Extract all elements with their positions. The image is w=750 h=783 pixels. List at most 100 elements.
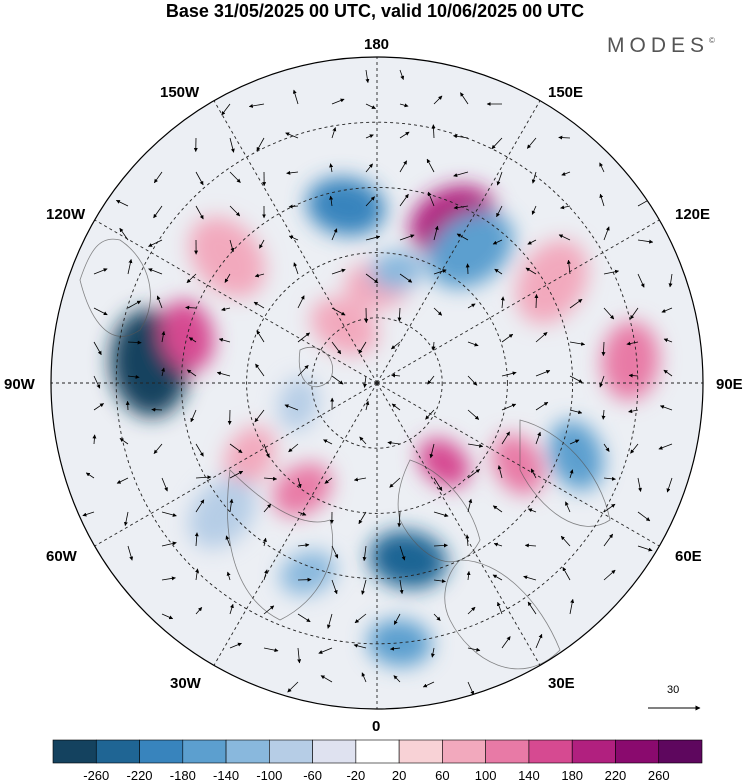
wind-vector-147 [284, 404, 299, 411]
wind-vector-135 [501, 371, 517, 377]
wind-vector-57 [259, 239, 265, 249]
wind-vector-117 [501, 333, 514, 343]
wind-vector-216 [263, 537, 267, 547]
wind-vector-152 [467, 409, 480, 420]
wind-vector-15 [331, 127, 337, 139]
wind-vector-260 [390, 646, 401, 651]
wind-vector-128 [255, 363, 265, 377]
wind-vector-190 [530, 468, 537, 479]
wind-vector-67 [603, 226, 610, 241]
wind-vector-226 [603, 533, 614, 547]
wind-vector-124 [127, 374, 140, 379]
wind-vector-192 [603, 476, 616, 481]
label-0: 0 [372, 718, 381, 735]
colorbar-segment-8 [398, 739, 443, 764]
wind-vector-40 [229, 205, 241, 217]
wind-vector-8 [433, 95, 443, 105]
label-180: 180 [364, 36, 390, 53]
wind-vector-263 [501, 636, 511, 649]
meridian-7 [376, 100, 541, 384]
anomaly-2 [306, 177, 386, 236]
wind-vector-21 [526, 137, 537, 149]
wind-vector-210 [603, 503, 616, 513]
colorbar-tick-2: -180 [169, 768, 196, 783]
wind-vector-18 [431, 124, 436, 139]
wind-vector-37 [115, 199, 129, 207]
colorbar-tick-0: -260 [83, 768, 110, 783]
wind-vector-34 [531, 171, 537, 184]
wind-vector-133 [427, 375, 435, 385]
wind-vector-141 [93, 403, 104, 411]
map-boundary [50, 56, 704, 710]
wind-vector-93 [297, 295, 305, 309]
wind-vector-16 [365, 134, 374, 139]
wind-vector-259 [353, 643, 367, 649]
wind-vector-5 [331, 98, 345, 105]
wind-vector-79 [433, 269, 447, 275]
wind-vector-58 [288, 235, 299, 241]
wind-vector-201 [297, 511, 307, 516]
wind-vector-87 [93, 307, 108, 316]
wind-vector-146 [254, 409, 265, 423]
wind-vector-127 [216, 371, 231, 377]
wind-vector-206 [467, 498, 473, 513]
wind-vector-114 [391, 341, 401, 350]
wind-vector-176 [658, 443, 673, 450]
wind-vector-78 [399, 273, 413, 283]
wind-vector-6 [365, 103, 376, 109]
wind-vector-267 [361, 672, 367, 683]
wind-vector-136 [535, 369, 551, 377]
wind-vector-47 [453, 205, 469, 210]
wind-vector-227 [637, 545, 653, 552]
wind-vector-214 [194, 532, 199, 547]
wind-vector-222 [465, 534, 470, 547]
wind-vector-65 [527, 239, 537, 245]
wind-vector-193 [637, 477, 642, 492]
wind-vector-111 [297, 332, 310, 343]
wind-vector-116 [467, 341, 479, 347]
wind-vector-208 [527, 508, 537, 513]
wind-vector-255 [229, 642, 242, 649]
wind-vector-76 [331, 268, 346, 275]
wind-vector-156 [601, 409, 606, 420]
wind-vector-269 [422, 681, 435, 688]
wind-vector-39 [195, 205, 204, 220]
wind-vector-200 [263, 503, 272, 513]
wind-vector-51 [599, 193, 605, 207]
wind-vector-121 [626, 341, 639, 346]
colorbar-tick-11: 180 [561, 768, 584, 783]
wind-vector-257 [297, 647, 302, 664]
wind-vector-215 [225, 535, 231, 547]
wind-vector-88 [127, 300, 142, 309]
wind-vector-42 [288, 204, 299, 209]
wind-vector-123 [93, 375, 101, 389]
label-150w: 150W [160, 84, 200, 101]
wind-vector-90 [185, 305, 197, 310]
wind-vector-209 [565, 501, 571, 513]
wind-vector-13 [256, 137, 265, 152]
colorbar-tick-9: 100 [474, 768, 497, 783]
wind-vector-113 [358, 341, 367, 354]
wind-vector-228 [161, 576, 176, 581]
wind-vector-237 [466, 570, 471, 581]
wind-vector-9 [460, 92, 469, 105]
wind-vector-203 [358, 511, 367, 525]
meridian-1 [213, 382, 378, 666]
wind-vector-217 [297, 543, 310, 548]
wind-vector-68 [637, 239, 654, 244]
wind-vector-153 [501, 403, 517, 411]
wind-vector-56 [229, 239, 235, 253]
wind-vector-103 [630, 307, 639, 320]
wind-vector-29 [365, 163, 373, 173]
wind-vector-74 [254, 273, 265, 278]
wind-vector-180 [195, 475, 212, 480]
wind-vector-254 [569, 598, 575, 615]
wind-vector-19 [453, 134, 469, 139]
anomaly-13 [548, 420, 604, 491]
colorbar-segment-11 [528, 739, 573, 764]
wind-vector-268 [393, 675, 401, 683]
wind-vector-130 [331, 375, 344, 385]
colorbar-segment-2 [139, 739, 184, 764]
wind-vector-238 [492, 574, 503, 581]
anomaly-9 [418, 438, 470, 488]
